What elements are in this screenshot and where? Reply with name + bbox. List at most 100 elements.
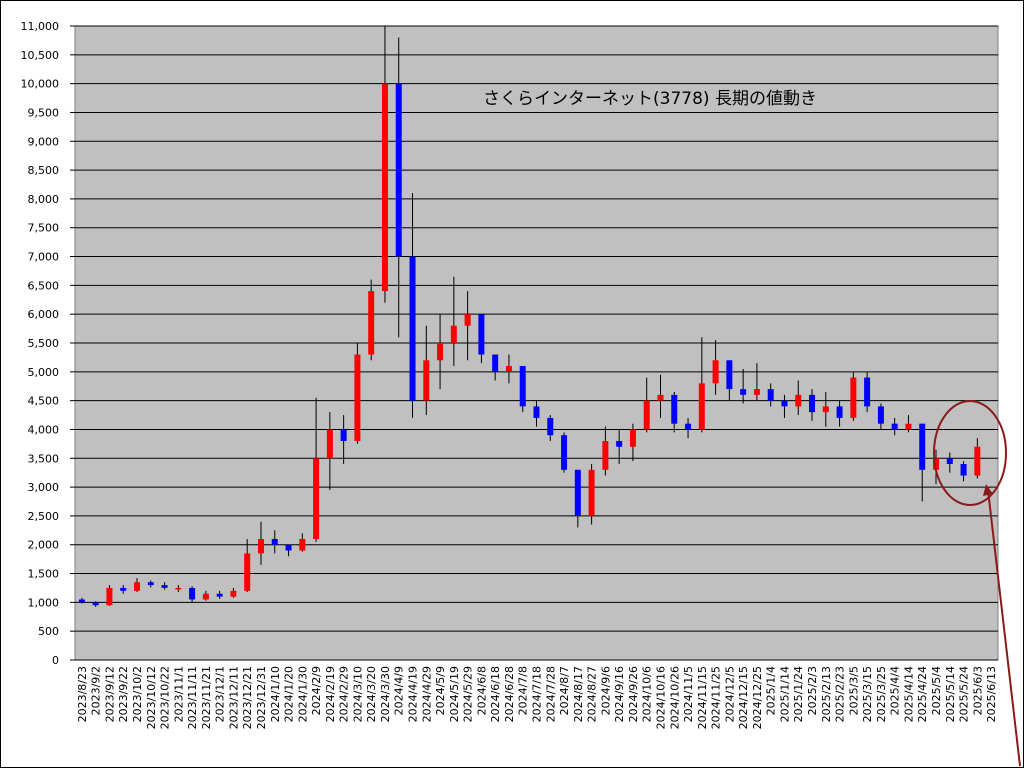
x-tick-label: 2023/10/22: [159, 666, 172, 729]
candle-body: [492, 354, 499, 372]
candle-body: [616, 440, 623, 447]
x-tick-label: 2024/1/30: [296, 666, 309, 722]
x-tick-label: 2025/2/23: [834, 666, 847, 722]
x-tick-label: 2024/2/9: [310, 666, 323, 715]
y-tick-label: 9,000: [28, 135, 60, 148]
candle-body: [533, 406, 540, 418]
x-tick-label: 2024/10/6: [641, 666, 654, 722]
candle-body: [905, 423, 912, 430]
y-tick-label: 2,500: [28, 510, 60, 523]
x-tick-label: 2023/9/12: [103, 666, 116, 722]
candle-body: [864, 377, 871, 407]
y-tick-label: 3,500: [28, 452, 60, 465]
x-tick-label: 2024/5/19: [448, 666, 461, 722]
candle-body: [850, 377, 857, 418]
candle-body: [781, 400, 788, 407]
x-tick-label: 2025/1/4: [765, 666, 778, 715]
x-tick-label: 2024/12/15: [737, 666, 750, 729]
candle-body: [175, 587, 182, 590]
candle-body: [78, 599, 85, 603]
candle-body: [726, 360, 733, 390]
candle-body: [561, 435, 568, 470]
candle-body: [836, 406, 843, 418]
x-tick-label: 2024/9/16: [613, 666, 626, 722]
candle-body: [960, 464, 967, 476]
x-tick-label: 2025/6/13: [985, 666, 998, 722]
x-tick-label: 2024/8/27: [586, 666, 599, 722]
candle-body: [891, 423, 898, 430]
candle-body: [478, 314, 485, 355]
x-tick-label: 2024/4/9: [393, 666, 406, 715]
x-tick-label: 2025/5/4: [930, 666, 943, 715]
x-tick-label: 2025/3/25: [875, 666, 888, 722]
candle-body: [106, 587, 113, 606]
candle-body: [133, 582, 140, 591]
candle-body: [712, 360, 719, 384]
candle-body: [809, 394, 816, 413]
candle-body: [189, 587, 196, 600]
y-tick-label: 5,500: [28, 337, 60, 350]
y-tick-label: 11,000: [21, 20, 60, 33]
x-tick-label: 2024/5/29: [462, 666, 475, 722]
x-tick-label: 2023/11/11: [186, 666, 199, 729]
x-tick-label: 2023/11/1: [172, 666, 185, 722]
candle-body: [657, 394, 664, 401]
y-tick-label: 1,000: [28, 596, 60, 609]
x-tick-label: 2023/11/21: [200, 666, 213, 729]
arrow-head: [983, 484, 993, 496]
x-tick-label: 2024/6/28: [503, 666, 516, 722]
y-tick-label: 2,000: [28, 539, 60, 552]
x-tick-label: 2023/12/1: [214, 666, 227, 722]
x-tick-label: 2024/6/8: [475, 666, 488, 715]
candle-body: [340, 429, 347, 441]
x-tick-label: 2025/4/4: [889, 666, 902, 715]
candle-body: [354, 354, 361, 441]
y-tick-label: 4,000: [28, 423, 60, 436]
x-tick-label: 2024/3/20: [365, 666, 378, 722]
arrow: [987, 489, 1021, 767]
y-tick-label: 7,500: [28, 222, 60, 235]
x-tick-label: 2024/7/8: [517, 666, 530, 715]
candle-body: [946, 458, 953, 465]
y-tick-label: 500: [38, 625, 59, 638]
highlight-ellipse: [933, 400, 1007, 506]
candle-body: [588, 469, 595, 516]
y-tick-label: 7,000: [28, 251, 60, 264]
y-tick-label: 10,500: [21, 49, 60, 62]
x-tick-label: 2024/5/9: [434, 666, 447, 715]
x-tick-label: 2024/10/26: [668, 666, 681, 729]
candle-body: [464, 314, 471, 326]
candle-body: [216, 593, 223, 597]
candle-body: [877, 406, 884, 424]
candle-body: [505, 366, 512, 372]
candle-body: [230, 590, 237, 597]
x-tick-label: 2024/6/18: [489, 666, 502, 722]
x-tick-label: 2025/2/3: [806, 666, 819, 715]
x-tick-label: 2025/4/24: [916, 666, 929, 722]
candle-body: [919, 423, 926, 470]
candle-body: [326, 429, 333, 459]
candle-body: [271, 538, 278, 545]
x-tick-label: 2023/10/12: [145, 666, 158, 729]
y-tick-label: 10,000: [21, 78, 60, 91]
x-tick-label: 2025/3/5: [847, 666, 860, 715]
candle-body: [643, 400, 650, 430]
candle-body: [244, 553, 251, 591]
x-tick-label: 2024/8/7: [558, 666, 571, 715]
x-tick-label: 2024/1/20: [283, 666, 296, 722]
candle-body: [519, 366, 526, 407]
x-tick-label: 2024/8/17: [572, 666, 585, 722]
x-tick-label: 2024/11/5: [682, 666, 695, 722]
candle-body: [368, 291, 375, 355]
x-tick-label: 2024/12/5: [723, 666, 736, 722]
candle-body: [547, 417, 554, 436]
x-tick-label: 2024/9/6: [599, 666, 612, 715]
candle-body: [381, 83, 388, 292]
candle-body: [161, 585, 168, 588]
candle-body: [822, 406, 829, 413]
x-tick-label: 2024/9/26: [627, 666, 640, 722]
x-tick-label: 2023/10/2: [131, 666, 144, 722]
candle-body: [423, 360, 430, 401]
y-tick-label: 1,500: [28, 568, 60, 581]
